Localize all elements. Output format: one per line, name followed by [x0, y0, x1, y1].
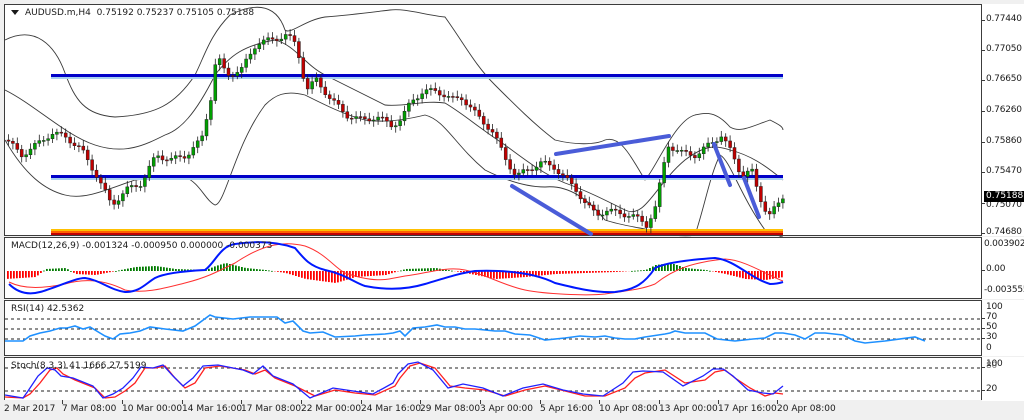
price-chart-panel[interactable]: AUDUSD.m,H4 0.75192 0.75237 0.75105 0.75… — [4, 4, 982, 237]
macd-canvas — [7, 241, 784, 296]
time-label: 20 Apr 08:00 — [777, 404, 836, 414]
macd-panel[interactable]: MACD(12,26,9) -0.001324 -0.000950 0.0000… — [4, 237, 982, 299]
price-label: 0.77050 — [986, 44, 1022, 54]
time-label: 5 Apr 16:00 — [540, 404, 593, 414]
stoch-axis: 100 80 20 — [982, 357, 1024, 401]
macd-histogram — [7, 263, 783, 283]
chart-header: AUDUSD.m,H4 0.75192 0.75237 0.75105 0.75… — [11, 8, 254, 18]
time-label: 24 Mar 16:00 — [361, 404, 422, 414]
price-axis: 0.77440 0.77050 0.76650 0.76260 0.75860 … — [982, 4, 1024, 237]
time-label: 14 Mar 16:00 — [182, 404, 243, 414]
support-line — [51, 175, 783, 178]
price-label: 0.74680 — [986, 227, 1022, 237]
time-label: 17 Mar 08:00 — [241, 404, 302, 414]
stoch-signal-line — [5, 362, 784, 399]
time-label: 13 Apr 00:00 — [659, 404, 718, 414]
rsi-axis-label: 0 — [986, 343, 992, 353]
macd-axis: 0.003902 0.00 -0.003555 — [982, 237, 1024, 299]
macd-axis-label: 0.003902 — [984, 239, 1024, 249]
time-label: 2 Mar 2017 — [4, 404, 56, 414]
macd-axis-label: -0.003555 — [984, 285, 1024, 295]
stoch-title: Stoch(8,3,3) 41.1666 27.5199 — [11, 361, 147, 371]
rsi-axis-label: 50 — [986, 322, 998, 332]
bollinger-bands — [5, 6, 784, 237]
time-label: 10 Mar 00:00 — [122, 404, 183, 414]
price-label: 0.77440 — [986, 14, 1022, 24]
triangle-down-icon[interactable] — [11, 10, 19, 15]
stoch-axis-label: 20 — [986, 384, 998, 394]
time-label: 22 Mar 00:00 — [301, 404, 362, 414]
ohlc-values: 0.75192 0.75237 0.75105 0.75188 — [96, 8, 255, 18]
price-label: 0.76650 — [986, 74, 1022, 84]
rsi-panel[interactable]: RSI(14) 42.5362 — [4, 300, 983, 356]
price-chart-canvas — [5, 6, 785, 237]
stoch-panel[interactable]: Stoch(8,3,3) 41.1666 27.5199 — [4, 357, 983, 401]
rsi-axis-label: 100 — [986, 302, 1003, 312]
current-price-tag: 0.75188 — [984, 191, 1024, 202]
price-label: 0.75070 — [986, 200, 1022, 210]
resistance-line — [51, 74, 783, 77]
price-label: 0.76260 — [986, 105, 1022, 115]
time-label: 10 Apr 08:00 — [599, 404, 658, 414]
trendlines — [510, 134, 761, 236]
time-label: 7 Mar 08:00 — [62, 404, 117, 414]
time-axis: 2 Mar 2017 7 Mar 08:00 10 Mar 00:00 14 M… — [4, 400, 982, 420]
rsi-line — [5, 314, 926, 344]
stoch-canvas — [5, 361, 983, 399]
macd-axis-label: 0.00 — [986, 264, 1006, 274]
candlesticks — [6, 29, 785, 234]
rsi-axis: 100 70 50 30 0 — [982, 300, 1024, 356]
time-label: 29 Mar 08:00 — [420, 404, 481, 414]
rsi-canvas — [5, 314, 983, 344]
macd-title: MACD(12,26,9) -0.001324 -0.000950 0.0000… — [11, 241, 273, 251]
support-band — [51, 229, 783, 231]
rsi-axis-label: 70 — [986, 312, 998, 322]
time-label: 3 Apr 00:00 — [480, 404, 533, 414]
rsi-title: RSI(14) 42.5362 — [11, 304, 85, 314]
rsi-axis-label: 30 — [986, 332, 998, 342]
price-label: 0.75860 — [986, 136, 1022, 146]
macd-main-line — [8, 241, 784, 295]
stoch-main-line — [5, 361, 784, 399]
stoch-axis-label: 80 — [986, 361, 998, 371]
time-label: 17 Apr 16:00 — [718, 404, 777, 414]
price-label: 0.75470 — [986, 166, 1022, 176]
symbol-label: AUDUSD.m,H4 — [25, 8, 91, 18]
stoch-axis-label: 100 — [986, 359, 1003, 369]
